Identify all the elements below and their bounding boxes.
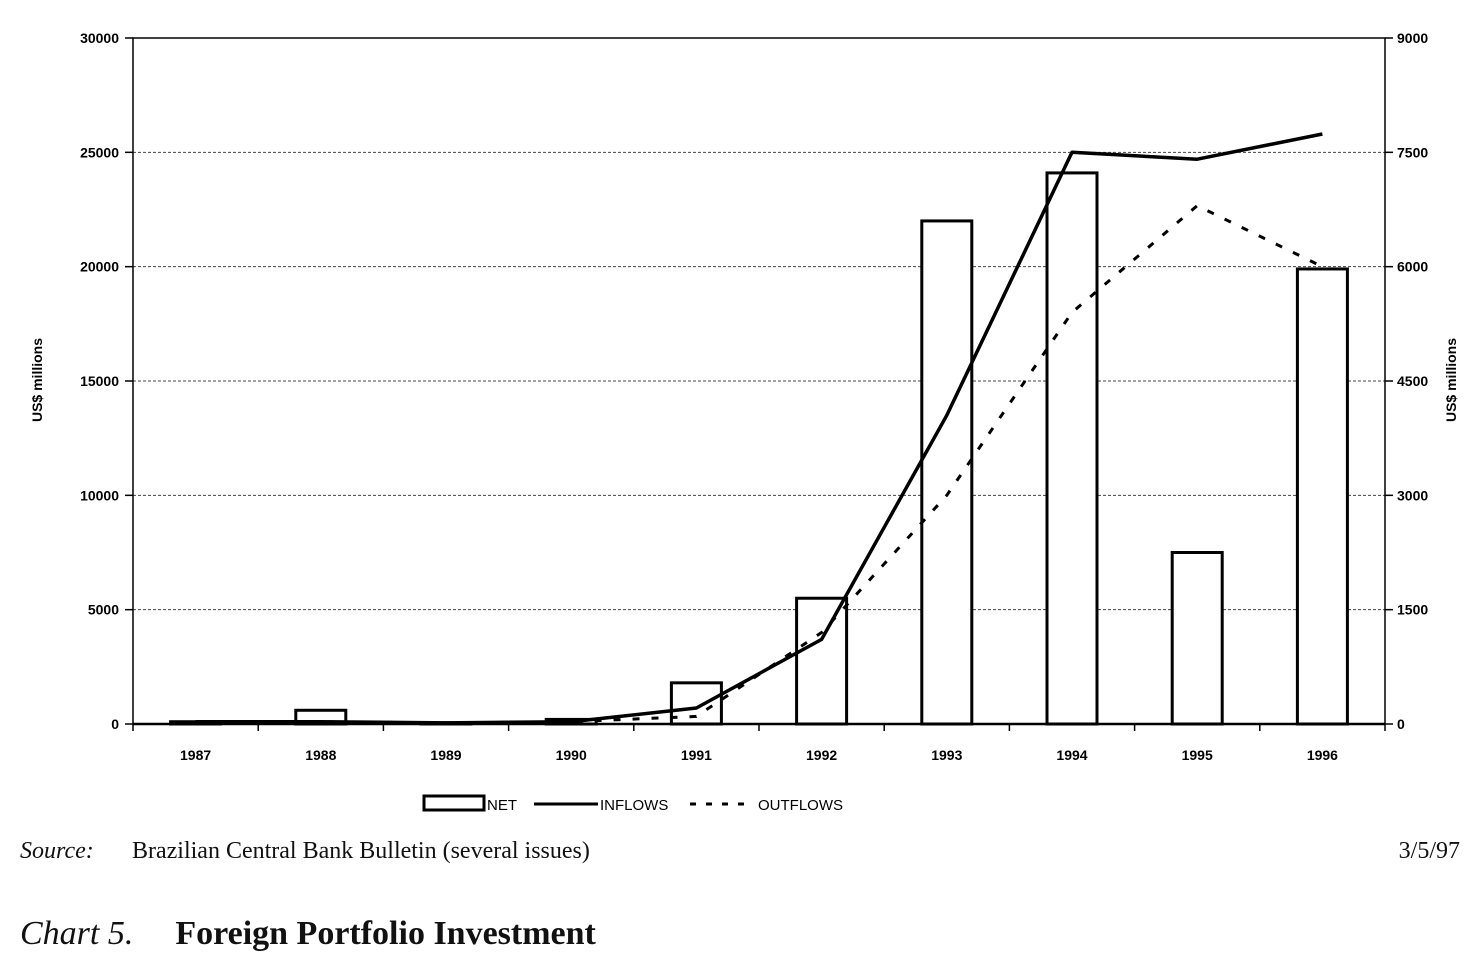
net-bars <box>169 171 1349 726</box>
chart-caption: Chart 5. Foreign Portfolio Investment <box>20 915 596 953</box>
net-bar <box>1170 551 1224 726</box>
x-tick-label: 1990 <box>556 747 587 763</box>
y2-axis-title: US$ millions <box>1443 338 1459 422</box>
source-label: Source: <box>20 838 94 864</box>
left-axis-ticks: 0 5000 10000 15000 20000 25000 30000 <box>80 30 133 732</box>
y2-tick-label: 0 <box>1397 716 1405 732</box>
y-tick-label: 25000 <box>80 144 119 160</box>
x-tick-label: 1995 <box>1182 747 1213 763</box>
x-axis-ticks: 1987 1988 1989 1990 1991 1992 1993 1994 1995 1996 <box>180 747 1338 763</box>
y-tick-label: 5000 <box>88 602 119 618</box>
net-bar <box>795 596 849 726</box>
series-lines <box>195 132 1324 725</box>
y-axis-title: US$ millions <box>29 338 45 422</box>
x-tick-label: 1989 <box>430 747 461 763</box>
right-axis-ticks: 0 1500 3000 4500 6000 7500 9000 <box>1385 30 1428 732</box>
outflows-line <box>195 204 1324 725</box>
y-tick-label: 15000 <box>80 373 119 389</box>
x-tick-label: 1994 <box>1056 747 1087 763</box>
gridlines <box>133 151 1385 611</box>
x-tick-label: 1988 <box>305 747 336 763</box>
legend: NET INFLOWS OUTFLOWS <box>422 794 843 814</box>
legend-label-outflows: OUTFLOWS <box>758 797 843 814</box>
net-bar <box>920 219 974 726</box>
y2-tick-label: 4500 <box>1397 373 1428 389</box>
net-bar <box>1295 267 1349 726</box>
y2-tick-label: 9000 <box>1397 30 1428 46</box>
x-tick-label: 1993 <box>931 747 962 763</box>
legend-label-net: NET <box>487 797 517 814</box>
x-tick-label: 1987 <box>180 747 211 763</box>
x-tick-label: 1992 <box>806 747 837 763</box>
source-date: 3/5/97 <box>1398 838 1460 864</box>
chart: 0 5000 10000 15000 20000 25000 30000 0 1500 3000… <box>29 30 1459 814</box>
source-line: Source: Brazilian Central Bank Bulletin … <box>20 838 1460 874</box>
y2-tick-label: 1500 <box>1397 602 1428 618</box>
y2-tick-label: 6000 <box>1397 259 1428 275</box>
legend-label-inflows: INFLOWS <box>600 797 668 814</box>
x-tick-label: 1991 <box>681 747 712 763</box>
source-text: Brazilian Central Bank Bulletin (several… <box>132 838 590 864</box>
y2-tick-label: 7500 <box>1397 144 1428 160</box>
y-tick-label: 10000 <box>80 487 119 503</box>
y2-tick-label: 3000 <box>1397 487 1428 503</box>
x-tick-label: 1996 <box>1307 747 1338 763</box>
legend-swatch-net <box>422 794 486 812</box>
y-tick-label: 0 <box>111 716 119 732</box>
caption-title: Foreign Portfolio Investment <box>175 915 596 952</box>
inflows-line <box>195 132 1323 725</box>
caption-label: Chart 5. <box>20 915 134 952</box>
y-tick-label: 30000 <box>80 30 119 46</box>
net-bar <box>1045 171 1099 726</box>
y-tick-label: 20000 <box>80 259 119 275</box>
